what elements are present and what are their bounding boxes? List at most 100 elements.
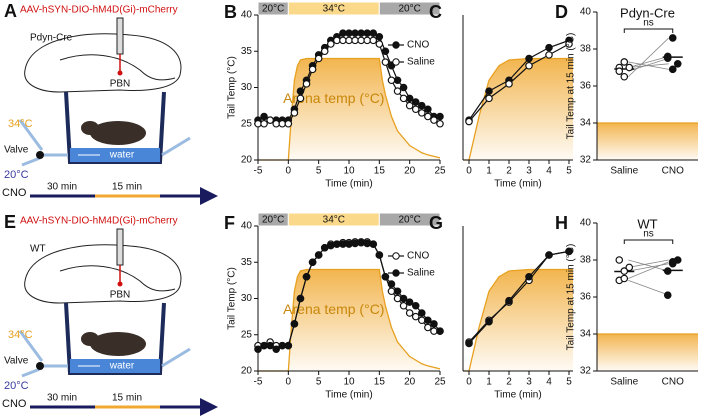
data-point (424, 105, 432, 114)
injection-site (117, 281, 123, 287)
y-axis-label: Tail Temp (°C) (227, 267, 238, 330)
data-point (430, 327, 438, 335)
genotype: WT (30, 244, 46, 255)
legend-marker (392, 41, 400, 49)
legend-label: Saline (407, 268, 435, 279)
y-tick-label: 36 (580, 292, 592, 303)
phase-bar (378, 212, 441, 227)
annotation: Arena temp (°C) (283, 90, 384, 106)
data-point (333, 240, 341, 248)
data-point (284, 341, 293, 350)
data-point (296, 94, 305, 103)
data-point (254, 119, 262, 128)
data-point (351, 29, 359, 37)
data-point (393, 294, 402, 303)
y-tick-label: 35 (241, 46, 253, 57)
significance-bracket (623, 28, 674, 33)
data-point (357, 36, 365, 45)
y-tick-label: 30 (241, 82, 253, 93)
data-point (278, 341, 287, 350)
y-tick-label: 25 (241, 118, 253, 129)
pre-label: 30 min (47, 393, 77, 404)
x-axis-label: Time (min) (494, 390, 541, 401)
data-point (393, 76, 402, 85)
x-tick-label: 5 (316, 166, 322, 177)
data-point (302, 80, 311, 88)
legend-marker (392, 269, 400, 277)
data-point (436, 119, 444, 128)
data-point (505, 80, 513, 88)
data-point (254, 345, 262, 354)
brain-outline (24, 244, 182, 304)
data-point (339, 240, 347, 248)
data-point (308, 65, 317, 74)
data-point (314, 54, 323, 63)
construct: AAV-hSYN-DIO-hM4D(Gi)-mCherry (20, 5, 178, 16)
x-tick-label: 5 (566, 166, 572, 177)
brain-detail (59, 54, 176, 81)
y-tick-label: 35 (241, 257, 253, 268)
genotype: Pdyn-Cre (30, 33, 73, 44)
y-tick-label: 30 (241, 293, 253, 304)
syringe (116, 17, 124, 55)
x-tick-label: 2 (506, 377, 512, 388)
data-point (369, 240, 378, 248)
arena-line (463, 268, 573, 372)
y-tick-label: 40 (241, 10, 253, 21)
water-layer (70, 359, 160, 373)
data-point (266, 341, 274, 350)
data-point (565, 40, 573, 48)
y-tick-label: 25 (241, 329, 253, 340)
data-point (615, 256, 624, 264)
pre-label: 30 min (47, 182, 77, 193)
data-point (272, 345, 281, 354)
data-point (381, 47, 390, 56)
x-axis-label: Time (min) (325, 390, 372, 401)
data-point (663, 291, 672, 299)
data-point (417, 316, 426, 325)
phase-label: 20°C (398, 4, 420, 15)
data-point (436, 327, 444, 335)
water-label: water (109, 361, 135, 372)
data-point (290, 320, 299, 328)
data-point (387, 76, 396, 85)
data-point (320, 243, 329, 252)
data-point (525, 272, 533, 281)
data-point (278, 119, 287, 128)
data-point (260, 112, 268, 121)
chart-title: WT (637, 216, 657, 231)
pair-line (628, 57, 669, 72)
data-point (375, 251, 384, 259)
arena-area (258, 269, 440, 371)
x-tick-label: 0 (286, 166, 292, 177)
panel-letter: D (555, 2, 568, 22)
injection-site (117, 70, 123, 76)
data-point (339, 36, 347, 45)
data-point (320, 47, 329, 56)
y-tick-label: 36 (580, 81, 592, 92)
data-point (673, 59, 682, 68)
x-tick-label: 20 (404, 166, 416, 177)
x-tick-label: 5 (566, 377, 572, 388)
significance-bracket (623, 239, 674, 244)
y-axis-label: Tail Temp at 15 min (°C) (566, 33, 577, 140)
mouse-head (81, 121, 99, 135)
pair-line (627, 37, 670, 78)
data-point (405, 101, 414, 110)
legend-label: CNO (407, 40, 429, 51)
valve (36, 362, 44, 370)
pair-line (628, 259, 669, 272)
data-point (545, 51, 553, 59)
cold-label: 20°C (4, 380, 29, 392)
x-tick-label: 10 (343, 377, 355, 388)
data-point (393, 87, 402, 95)
pipes (18, 119, 191, 167)
data-point (620, 267, 629, 275)
x-tick-label: -5 (254, 377, 263, 388)
panel-letter: A (4, 1, 17, 21)
data-point (345, 240, 353, 248)
data-point (485, 94, 493, 103)
panel-letter: E (4, 212, 16, 232)
construct: AAV-hSYN-DIO-hM4D(Gi)-mCherry (20, 216, 178, 227)
